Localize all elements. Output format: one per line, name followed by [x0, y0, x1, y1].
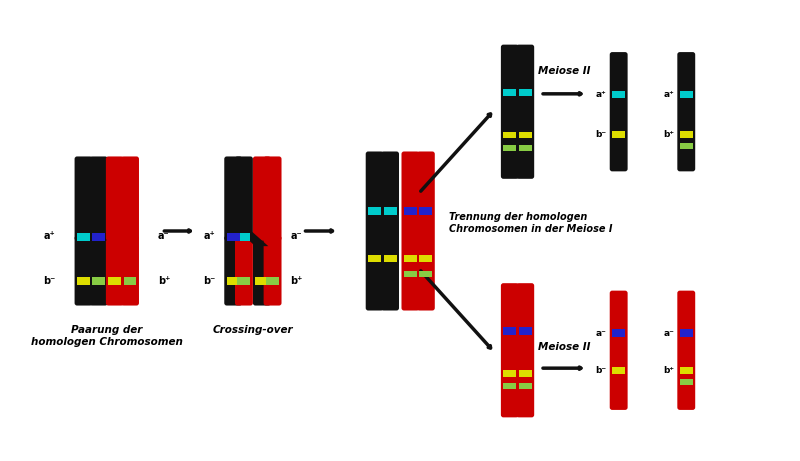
Bar	[255, 278, 268, 285]
Bar	[108, 278, 122, 285]
Bar	[503, 131, 516, 138]
Bar	[419, 255, 432, 262]
Bar	[518, 384, 532, 390]
Polygon shape	[238, 230, 268, 246]
Bar	[266, 278, 279, 285]
Text: Meiose II: Meiose II	[538, 342, 590, 352]
FancyBboxPatch shape	[610, 290, 628, 410]
FancyBboxPatch shape	[224, 156, 242, 241]
FancyBboxPatch shape	[516, 283, 534, 417]
Text: b⁻: b⁻	[203, 276, 215, 286]
Text: a⁺: a⁺	[203, 231, 215, 241]
Bar	[680, 367, 693, 374]
Bar	[368, 207, 381, 215]
Polygon shape	[108, 230, 137, 246]
Bar	[518, 89, 532, 96]
FancyBboxPatch shape	[121, 156, 139, 241]
Bar	[419, 271, 432, 277]
Text: b⁻: b⁻	[43, 276, 56, 286]
Bar	[238, 233, 250, 241]
Text: a⁻: a⁻	[290, 231, 302, 241]
Text: Trennung der homologen
Chromosomen in der Meiose I: Trennung der homologen Chromosomen in de…	[449, 212, 612, 234]
Text: b⁺: b⁺	[158, 276, 170, 286]
FancyBboxPatch shape	[264, 236, 282, 306]
Bar	[680, 131, 693, 138]
Bar	[518, 131, 532, 138]
Polygon shape	[77, 230, 105, 246]
Bar	[226, 233, 240, 241]
Text: b⁻: b⁻	[596, 366, 606, 375]
Bar	[612, 330, 625, 337]
Bar	[77, 233, 90, 241]
Text: a⁻: a⁻	[663, 329, 674, 337]
FancyBboxPatch shape	[74, 156, 93, 241]
Bar	[238, 278, 250, 285]
Bar	[404, 255, 417, 262]
FancyBboxPatch shape	[253, 156, 270, 241]
Polygon shape	[108, 230, 137, 246]
Bar	[123, 278, 137, 285]
Bar	[383, 207, 397, 215]
Bar	[419, 207, 432, 215]
Bar	[226, 278, 240, 285]
FancyBboxPatch shape	[381, 152, 399, 311]
Bar	[612, 367, 625, 374]
FancyBboxPatch shape	[106, 156, 124, 241]
Text: a⁻: a⁻	[596, 329, 606, 337]
Bar	[404, 207, 417, 215]
FancyBboxPatch shape	[235, 156, 253, 241]
FancyBboxPatch shape	[366, 152, 383, 311]
Bar	[503, 384, 516, 390]
Text: b⁺: b⁺	[663, 130, 674, 139]
Text: b⁺: b⁺	[663, 366, 674, 375]
Bar	[77, 278, 90, 285]
Bar	[368, 255, 381, 262]
Bar	[680, 379, 693, 385]
Text: Crossing-over: Crossing-over	[213, 325, 294, 335]
Text: Meiose II: Meiose II	[538, 66, 590, 76]
FancyBboxPatch shape	[678, 290, 695, 410]
FancyBboxPatch shape	[235, 236, 253, 306]
Polygon shape	[238, 230, 268, 246]
FancyBboxPatch shape	[224, 236, 242, 306]
FancyBboxPatch shape	[516, 45, 534, 179]
Bar	[503, 370, 516, 377]
FancyBboxPatch shape	[678, 52, 695, 171]
FancyBboxPatch shape	[90, 236, 108, 306]
FancyBboxPatch shape	[501, 283, 518, 417]
FancyBboxPatch shape	[501, 45, 518, 179]
FancyBboxPatch shape	[253, 236, 270, 306]
FancyBboxPatch shape	[121, 236, 139, 306]
FancyBboxPatch shape	[417, 152, 434, 311]
Text: a⁺: a⁺	[44, 231, 56, 241]
Polygon shape	[77, 230, 105, 246]
FancyBboxPatch shape	[610, 52, 628, 171]
Bar	[680, 91, 693, 98]
Bar	[518, 370, 532, 377]
Bar	[612, 131, 625, 138]
Text: a⁺: a⁺	[663, 90, 674, 99]
Bar	[680, 330, 693, 337]
Text: a⁻: a⁻	[158, 231, 170, 241]
Bar	[518, 327, 532, 335]
Bar	[404, 271, 417, 277]
Bar	[680, 143, 693, 149]
Text: b⁺: b⁺	[290, 276, 303, 286]
FancyBboxPatch shape	[264, 156, 282, 241]
Bar	[503, 89, 516, 96]
Bar	[92, 278, 105, 285]
Text: b⁻: b⁻	[596, 130, 606, 139]
Bar	[503, 327, 516, 335]
Bar	[383, 255, 397, 262]
FancyBboxPatch shape	[90, 156, 108, 241]
Bar	[612, 91, 625, 98]
FancyBboxPatch shape	[402, 152, 419, 311]
Text: Paarung der
homologen Chromosomen: Paarung der homologen Chromosomen	[31, 325, 182, 347]
Bar	[92, 233, 105, 241]
Text: a⁺: a⁺	[596, 90, 606, 99]
FancyBboxPatch shape	[74, 236, 93, 306]
Bar	[503, 145, 516, 151]
Bar	[518, 145, 532, 151]
FancyBboxPatch shape	[106, 236, 124, 306]
